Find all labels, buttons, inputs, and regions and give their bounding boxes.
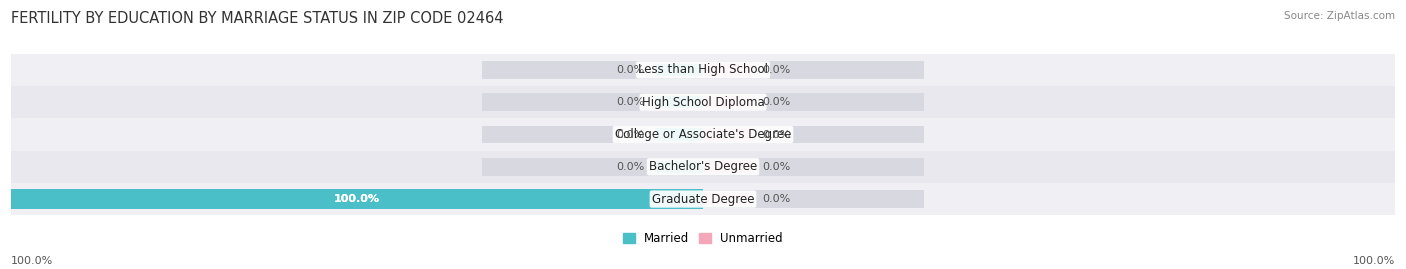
Bar [703, 193, 751, 205]
Bar [703, 128, 751, 141]
Bar [655, 96, 703, 108]
Text: 0.0%: 0.0% [762, 162, 790, 172]
Bar [482, 126, 924, 143]
Bar [11, 86, 1395, 118]
Bar [11, 151, 1395, 183]
Bar [11, 54, 1395, 86]
Text: 0.0%: 0.0% [616, 129, 644, 140]
Bar [482, 93, 924, 111]
Bar [482, 190, 924, 208]
Text: 0.0%: 0.0% [762, 97, 790, 107]
Bar [482, 158, 924, 176]
Bar [655, 128, 703, 141]
Bar [703, 161, 751, 173]
Text: Graduate Degree: Graduate Degree [652, 193, 754, 206]
Text: 100.0%: 100.0% [11, 256, 53, 266]
Bar [703, 64, 751, 76]
Text: High School Diploma: High School Diploma [641, 96, 765, 109]
Legend: Married, Unmarried: Married, Unmarried [623, 232, 783, 245]
Text: 0.0%: 0.0% [616, 97, 644, 107]
Text: 0.0%: 0.0% [616, 162, 644, 172]
Text: 100.0%: 100.0% [335, 194, 380, 204]
Text: College or Associate's Degree: College or Associate's Degree [614, 128, 792, 141]
Text: 0.0%: 0.0% [762, 194, 790, 204]
Text: 100.0%: 100.0% [335, 194, 380, 204]
Bar [703, 96, 751, 108]
Bar [655, 64, 703, 76]
Text: Less than High School: Less than High School [638, 63, 768, 76]
Text: Bachelor's Degree: Bachelor's Degree [650, 160, 756, 173]
Bar [11, 189, 703, 209]
Bar [482, 61, 924, 79]
Bar [11, 118, 1395, 151]
Text: Source: ZipAtlas.com: Source: ZipAtlas.com [1284, 11, 1395, 21]
Text: 100.0%: 100.0% [1353, 256, 1395, 266]
Bar [11, 183, 1395, 215]
Text: 0.0%: 0.0% [762, 65, 790, 75]
Bar [655, 161, 703, 173]
Text: 0.0%: 0.0% [762, 129, 790, 140]
Text: 0.0%: 0.0% [616, 65, 644, 75]
Text: FERTILITY BY EDUCATION BY MARRIAGE STATUS IN ZIP CODE 02464: FERTILITY BY EDUCATION BY MARRIAGE STATU… [11, 11, 503, 26]
